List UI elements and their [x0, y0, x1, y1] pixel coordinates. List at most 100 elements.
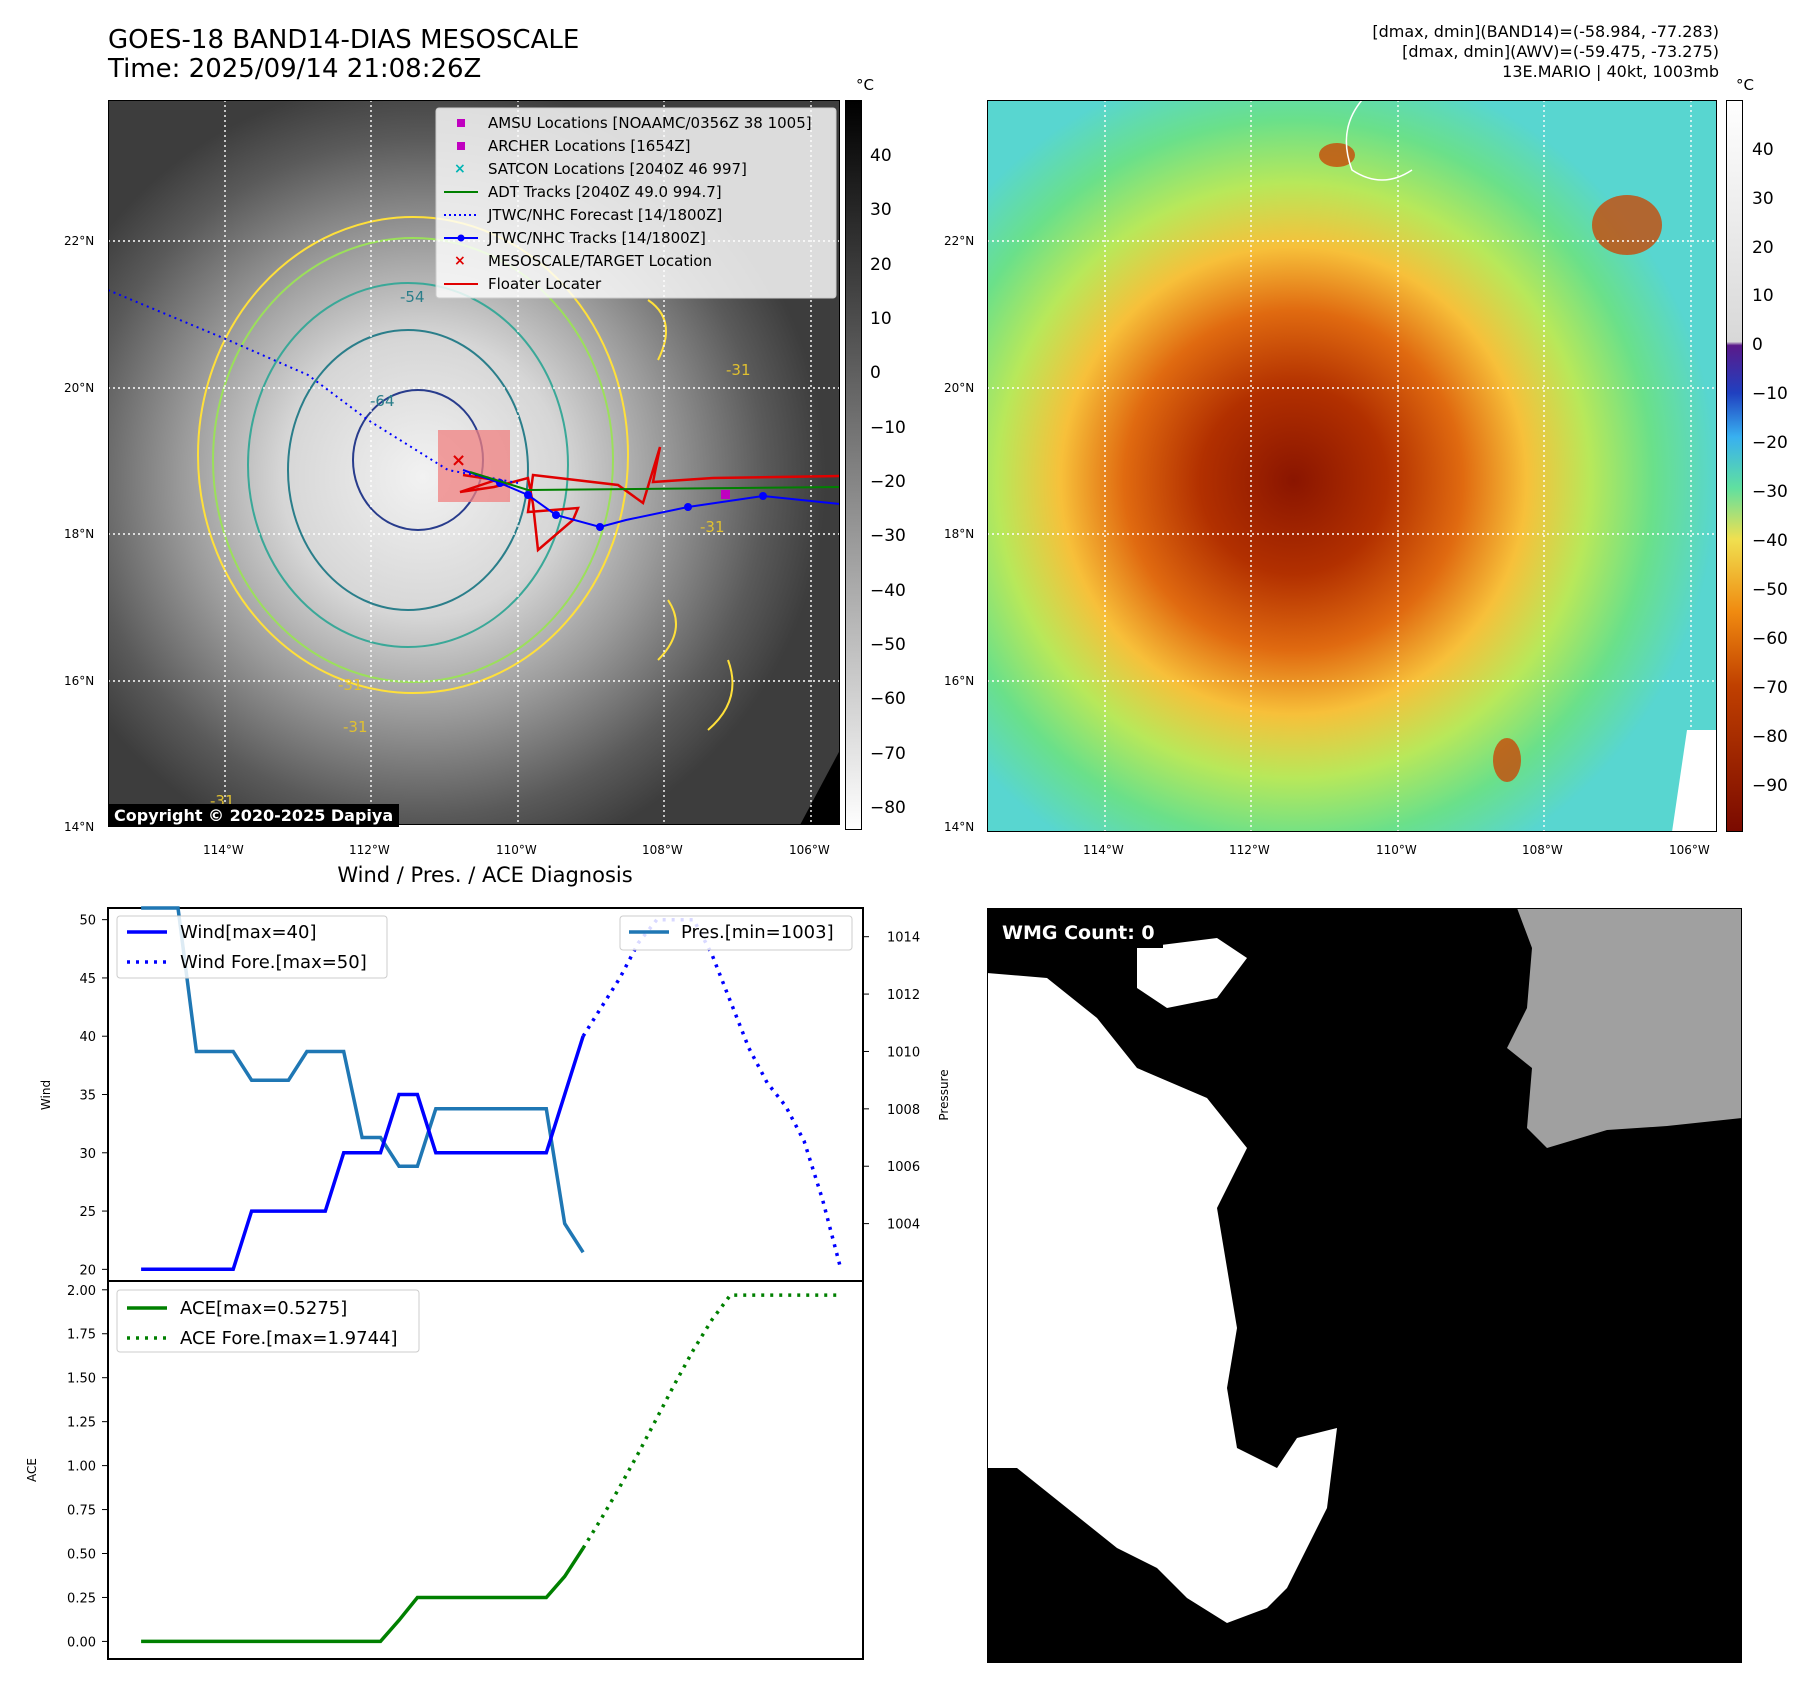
- pressure-legend: Pres.[min=1003]: [619, 915, 853, 951]
- jtwc-forecast-track: [108, 289, 519, 484]
- no-data-wedge: [800, 750, 840, 825]
- wind-series-line: [141, 1035, 585, 1272]
- colorbar-tick: 0: [1752, 335, 1763, 355]
- lat-label: 22°N: [944, 234, 975, 248]
- wind-forecast-series-line: [581, 917, 843, 1270]
- archer-legend-marker: [457, 142, 465, 150]
- ace-lines: [141, 1293, 841, 1644]
- enhanced-ir-map-panel: [987, 100, 1717, 832]
- lat-label: 20°N: [64, 381, 95, 395]
- colorbar-tick: −60: [870, 689, 906, 709]
- lon-label: 110°W: [496, 843, 537, 857]
- contour-label: -31: [338, 676, 363, 694]
- storm-info: [dmax, dmin](BAND14)=(-58.984, -77.283) …: [1372, 22, 1719, 82]
- ace-tick-label: 0.50: [67, 1548, 96, 1563]
- wmg-panel: [987, 908, 1742, 1663]
- wind-forecast-legend-label: Wind Fore.[max=50]: [180, 952, 367, 973]
- ace-plot-frame: [107, 1280, 864, 1660]
- lat-label: 22°N: [64, 234, 95, 248]
- wmg-gray-region: [1507, 908, 1742, 1148]
- colorbar-tick: −20: [870, 472, 906, 492]
- wind-pressure-lines: [141, 906, 843, 1272]
- colorbar-tick: 30: [870, 200, 892, 220]
- ace-tick-label: 1.75: [67, 1328, 96, 1343]
- lat-label: 20°N: [944, 381, 975, 395]
- colorbar-tick: −30: [1752, 482, 1788, 502]
- lon-label: 114°W: [203, 843, 244, 857]
- colorbar-tick: −40: [870, 581, 906, 601]
- archer-marker: [721, 490, 730, 499]
- colorbar-tick: 20: [1752, 238, 1774, 258]
- no-data-wedge: [1672, 730, 1717, 832]
- colorbar-tick: −10: [870, 418, 906, 438]
- colorbar-tick: −70: [1752, 678, 1788, 698]
- wind-legend-label: Wind[max=40]: [180, 922, 317, 943]
- wind-tick-label: 50: [79, 914, 96, 929]
- title-line-1: GOES-18 BAND14-DIAS MESOSCALE: [108, 25, 580, 55]
- lon-label: 112°W: [1229, 843, 1270, 857]
- contour-label: -64: [370, 392, 395, 410]
- target-marker: ×: [451, 450, 466, 471]
- ace-axis-label: ACE: [25, 1458, 39, 1482]
- colorbar-tick: −40: [1752, 531, 1788, 551]
- legend-target: MESOSCALE/TARGET Location: [488, 252, 712, 270]
- jtwc-track-points: [496, 479, 767, 531]
- pressure-tick-label: 1014: [887, 931, 920, 946]
- pressure-legend-label: Pres.[min=1003]: [681, 922, 834, 943]
- coastline: [1345, 100, 1413, 181]
- pressure-axis-ticks: 1014 1012 1010 1008 1006 1004: [863, 931, 920, 1233]
- pressure-tick-label: 1012: [887, 988, 920, 1003]
- colorbar-tick: −80: [1752, 727, 1788, 747]
- ace-tick-label: 1.50: [67, 1372, 96, 1387]
- colorbar-tick: 40: [1752, 140, 1774, 160]
- contour-label: -31: [343, 718, 368, 736]
- lon-label: 106°W: [1669, 843, 1710, 857]
- lat-label: 18°N: [944, 527, 975, 541]
- diagnosis-title: Wind / Pres. / ACE Diagnosis: [337, 863, 633, 887]
- lat-label: 14°N: [64, 820, 95, 834]
- wmg-white-patch: [1137, 938, 1247, 1008]
- awv-range: [dmax, dmin](AWV)=(-59.475, -73.275): [1402, 42, 1719, 61]
- legend-adt: ADT Tracks [2040Z 49.0 994.7]: [488, 183, 722, 201]
- map-legend: AMSU Locations [NOAAMC/0356Z 38 1005] AR…: [435, 107, 837, 299]
- ace-forecast-legend-label: ACE Fore.[max=1.9744]: [180, 1328, 398, 1349]
- adt-track: [469, 471, 840, 492]
- figure-title: GOES-18 BAND14-DIAS MESOSCALE Time: 2025…: [108, 26, 579, 84]
- lat-label: 18°N: [64, 527, 95, 541]
- ace-forecast-series-line: [581, 1293, 841, 1550]
- ace-tick-label: 0.75: [67, 1504, 96, 1519]
- ir-colorbar: [845, 100, 862, 830]
- colorbar-tick: 0: [870, 363, 881, 383]
- title-line-2: Time: 2025/09/14 21:08:26Z: [108, 54, 482, 84]
- ace-tick-label: 0.25: [67, 1591, 96, 1606]
- lat-label: 14°N: [944, 820, 975, 834]
- colorbar-tick: −70: [870, 744, 906, 764]
- copyright-notice: Copyright © 2020-2025 Dapiya: [108, 804, 400, 827]
- floater-locator-track: [459, 446, 840, 553]
- colorbar-tick: −60: [1752, 629, 1788, 649]
- ace-legend: ACE[max=0.5275] ACE Fore.[max=1.9744]: [116, 1289, 420, 1353]
- colorbar-tick: −30: [870, 526, 906, 546]
- lon-label: 106°W: [789, 843, 830, 857]
- legend-floater: Floater Locater: [488, 275, 602, 293]
- pressure-tick-label: 1010: [887, 1045, 920, 1060]
- lon-label: 112°W: [349, 843, 390, 857]
- colorbar-tick: −90: [1752, 776, 1788, 796]
- colorbar-tick: −80: [870, 798, 906, 818]
- lon-label: 108°W: [642, 843, 683, 857]
- storm-summary: 13E.MARIO | 40kt, 1003mb: [1502, 62, 1719, 81]
- wind-tick-label: 30: [79, 1147, 96, 1162]
- ir-map-panel: -54 -64 -31 -31 -31 -31 -31 × AMSU Locat…: [108, 100, 840, 825]
- ir-colorbar-unit: °C: [856, 76, 874, 94]
- convective-cells: [1319, 143, 1662, 782]
- colorbar-tick: 30: [1752, 189, 1774, 209]
- ace-series-line: [141, 1547, 585, 1644]
- colorbar-tick: −50: [870, 635, 906, 655]
- pressure-tick-label: 1008: [887, 1103, 920, 1118]
- legend-jtwc-forecast: JTWC/NHC Forecast [14/1800Z]: [487, 206, 722, 224]
- colorbar-tick: 10: [1752, 286, 1774, 306]
- contour-label: -31: [726, 361, 751, 379]
- satcon-legend-marker: ×: [454, 161, 466, 177]
- target-legend-marker: ×: [454, 253, 466, 269]
- ace-legend-label: ACE[max=0.5275]: [180, 1298, 347, 1319]
